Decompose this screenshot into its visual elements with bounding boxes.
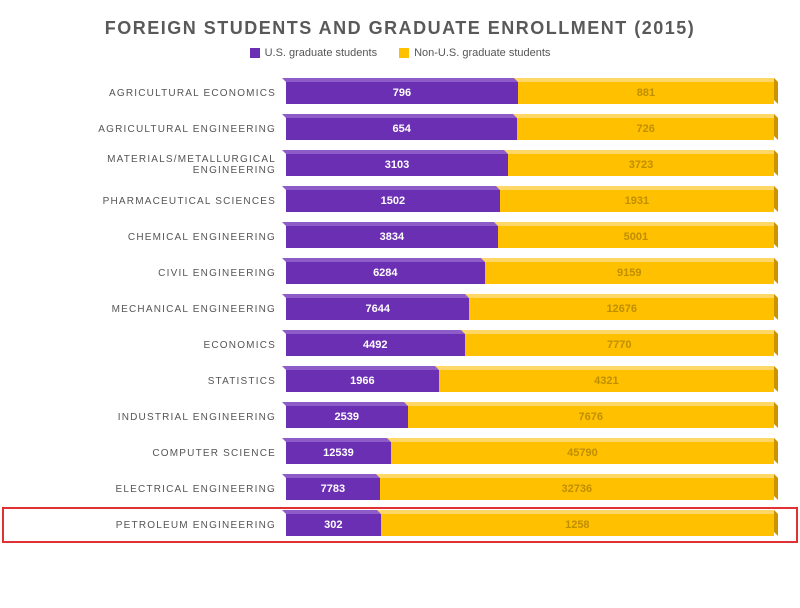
- bar-track: 44927770: [286, 332, 774, 358]
- bar-segment: 3834: [286, 226, 498, 248]
- bar-segment: 4492: [286, 334, 465, 356]
- bar-row: STATISTICS19664321: [26, 363, 774, 399]
- category-label: ELECTRICAL ENGINEERING: [26, 484, 286, 495]
- bar-row: MECHANICAL ENGINEERING764412676: [26, 291, 774, 327]
- bar-segment: 7783: [286, 478, 380, 500]
- bar-segment: 2539: [286, 406, 408, 428]
- bar-segment: 1931: [500, 190, 774, 212]
- chart-title: FOREIGN STUDENTS AND GRADUATE ENROLLMENT…: [26, 18, 774, 39]
- bar-row: CHEMICAL ENGINEERING38345001: [26, 219, 774, 255]
- bar-segment: 4321: [439, 370, 774, 392]
- bar-row: PETROLEUM ENGINEERING3021258: [26, 507, 774, 543]
- bar-track: 654726: [286, 116, 774, 142]
- category-label: AGRICULTURAL ECONOMICS: [26, 88, 286, 99]
- bar-chart: AGRICULTURAL ECONOMICS796881AGRICULTURAL…: [26, 75, 774, 543]
- bar-segment: 796: [286, 82, 518, 104]
- bar-segment: 654: [286, 118, 517, 140]
- category-label: MECHANICAL ENGINEERING: [26, 304, 286, 315]
- bar-row: COMPUTER SCIENCE1253945790: [26, 435, 774, 471]
- category-label: PHARMACEUTICAL SCIENCES: [26, 196, 286, 207]
- category-label: CHEMICAL ENGINEERING: [26, 232, 286, 243]
- bar-segment: 302: [286, 514, 381, 536]
- bar-segment: 1966: [286, 370, 439, 392]
- bar-row: CIVIL ENGINEERING62849159: [26, 255, 774, 291]
- bar-segment: 726: [517, 118, 774, 140]
- legend-swatch-nonus: [399, 48, 409, 58]
- bar-segment: 6284: [286, 262, 485, 284]
- category-label: COMPUTER SCIENCE: [26, 448, 286, 459]
- bar-row: ELECTRICAL ENGINEERING778332736: [26, 471, 774, 507]
- bar-segment: 5001: [498, 226, 774, 248]
- bar-track: 31033723: [286, 152, 774, 178]
- category-label: CIVIL ENGINEERING: [26, 268, 286, 279]
- category-label: INDUSTRIAL ENGINEERING: [26, 412, 286, 423]
- bar-track: 778332736: [286, 476, 774, 502]
- bar-segment: 12539: [286, 442, 391, 464]
- legend-label-us: U.S. graduate students: [265, 47, 378, 59]
- legend: U.S. graduate students Non-U.S. graduate…: [26, 47, 774, 59]
- bar-row: MATERIALS/METALLURGICAL ENGINEERING31033…: [26, 147, 774, 183]
- bar-segment: 1502: [286, 190, 500, 212]
- bar-track: 15021931: [286, 188, 774, 214]
- bar-segment: 881: [518, 82, 774, 104]
- legend-item-nonus: Non-U.S. graduate students: [399, 47, 550, 59]
- bar-segment: 7770: [465, 334, 774, 356]
- bar-track: 25397676: [286, 404, 774, 430]
- bar-segment: 9159: [485, 262, 774, 284]
- bar-row: AGRICULTURAL ENGINEERING654726: [26, 111, 774, 147]
- bar-row: ECONOMICS44927770: [26, 327, 774, 363]
- bar-segment: 1258: [381, 514, 774, 536]
- category-label: MATERIALS/METALLURGICAL ENGINEERING: [26, 154, 286, 176]
- bar-segment: 3103: [286, 154, 508, 176]
- bar-segment: 45790: [391, 442, 774, 464]
- bar-track: 3021258: [286, 512, 774, 538]
- bar-row: INDUSTRIAL ENGINEERING25397676: [26, 399, 774, 435]
- bar-track: 38345001: [286, 224, 774, 250]
- legend-swatch-us: [250, 48, 260, 58]
- bar-track: 19664321: [286, 368, 774, 394]
- category-label: STATISTICS: [26, 376, 286, 387]
- bar-track: 764412676: [286, 296, 774, 322]
- bar-track: 1253945790: [286, 440, 774, 466]
- bar-row: PHARMACEUTICAL SCIENCES15021931: [26, 183, 774, 219]
- category-label: AGRICULTURAL ENGINEERING: [26, 124, 286, 135]
- bar-segment: 7676: [408, 406, 774, 428]
- bar-track: 796881: [286, 80, 774, 106]
- category-label: ECONOMICS: [26, 340, 286, 351]
- bar-segment: 7644: [286, 298, 469, 320]
- bar-segment: 12676: [469, 298, 774, 320]
- category-label: PETROLEUM ENGINEERING: [26, 520, 286, 531]
- bar-segment: 3723: [508, 154, 774, 176]
- legend-item-us: U.S. graduate students: [250, 47, 378, 59]
- bar-row: AGRICULTURAL ECONOMICS796881: [26, 75, 774, 111]
- bar-segment: 32736: [380, 478, 774, 500]
- bar-track: 62849159: [286, 260, 774, 286]
- legend-label-nonus: Non-U.S. graduate students: [414, 47, 550, 59]
